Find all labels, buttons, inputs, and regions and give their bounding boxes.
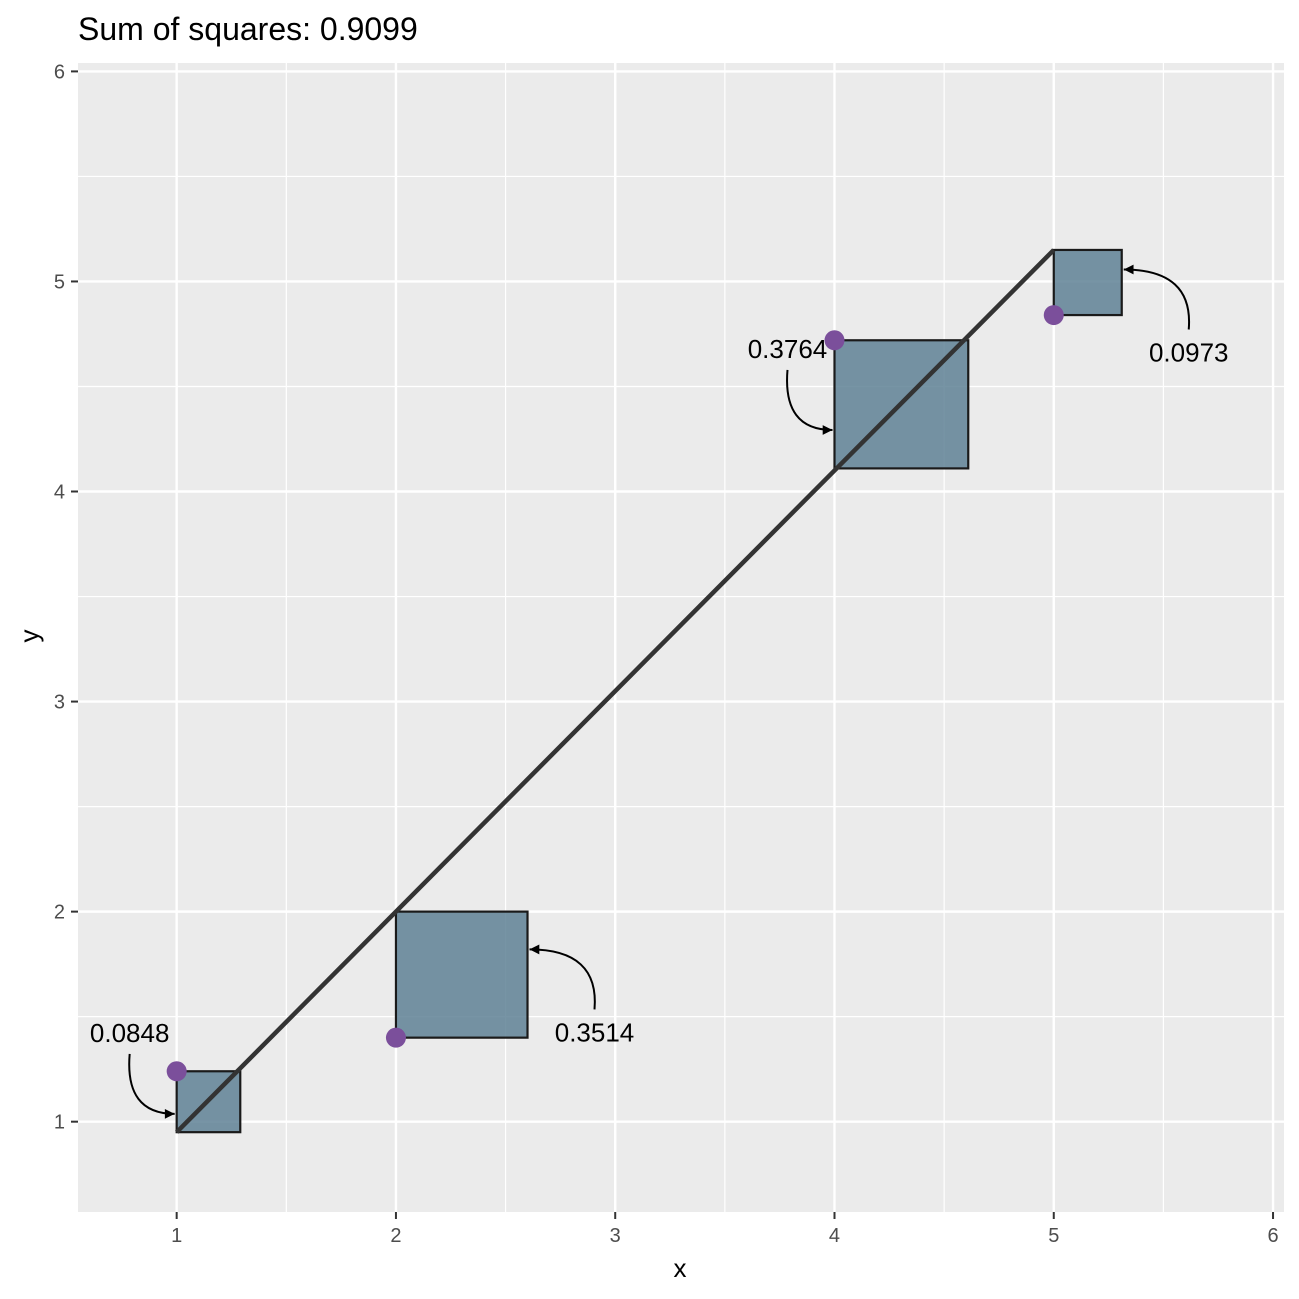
annotation-arrowhead	[1123, 264, 1134, 275]
grid-minor	[78, 63, 1284, 1212]
annotation-arrowhead	[822, 425, 833, 435]
annotation-arrow	[1123, 268, 1191, 330]
square-area-label: 0.0973	[1149, 337, 1229, 367]
annotation-arrowhead	[164, 1109, 175, 1119]
data-point	[385, 1027, 406, 1048]
annotation-arrowhead	[529, 944, 540, 955]
grid-major	[78, 63, 1284, 1212]
fit-line	[175, 248, 1056, 1134]
residual-square	[394, 910, 529, 1039]
y-axis-title: y	[14, 630, 44, 643]
data-point	[824, 330, 845, 351]
annotation-arrow	[529, 948, 596, 1010]
y-tick-label: 4	[54, 482, 65, 504]
chart-title: Sum of squares: 0.9099	[78, 11, 418, 47]
x-tick-label: 3	[610, 1225, 621, 1247]
data-point	[1043, 305, 1064, 326]
data-point	[166, 1061, 187, 1082]
y-tick-label: 6	[54, 61, 65, 83]
y-axis: 1 2 3 4 5 6	[54, 61, 78, 1134]
y-tick-label: 5	[54, 271, 65, 293]
plot-panel	[78, 63, 1284, 1212]
square-area-label: 0.3764	[748, 334, 828, 364]
y-tick-label: 1	[54, 1112, 65, 1134]
x-tick-label: 1	[171, 1225, 182, 1247]
y-tick-label: 3	[54, 692, 65, 714]
square-area-label: 0.3514	[555, 1017, 635, 1047]
square-area-label: 0.0848	[90, 1018, 170, 1048]
x-tick-label: 4	[829, 1225, 840, 1247]
x-tick-label: 5	[1048, 1225, 1059, 1247]
x-axis: 1 2 3 4 5 6	[171, 1212, 1279, 1247]
x-tick-label: 6	[1267, 1225, 1278, 1247]
y-tick-label: 2	[54, 902, 65, 924]
x-tick-label: 2	[390, 1225, 401, 1247]
residual-square	[1052, 248, 1123, 317]
square-annotations: 0.0848 0.3514 0.3764 0.0973	[90, 264, 1229, 1119]
data-points	[166, 305, 1064, 1082]
x-axis-title: x	[674, 1253, 687, 1283]
